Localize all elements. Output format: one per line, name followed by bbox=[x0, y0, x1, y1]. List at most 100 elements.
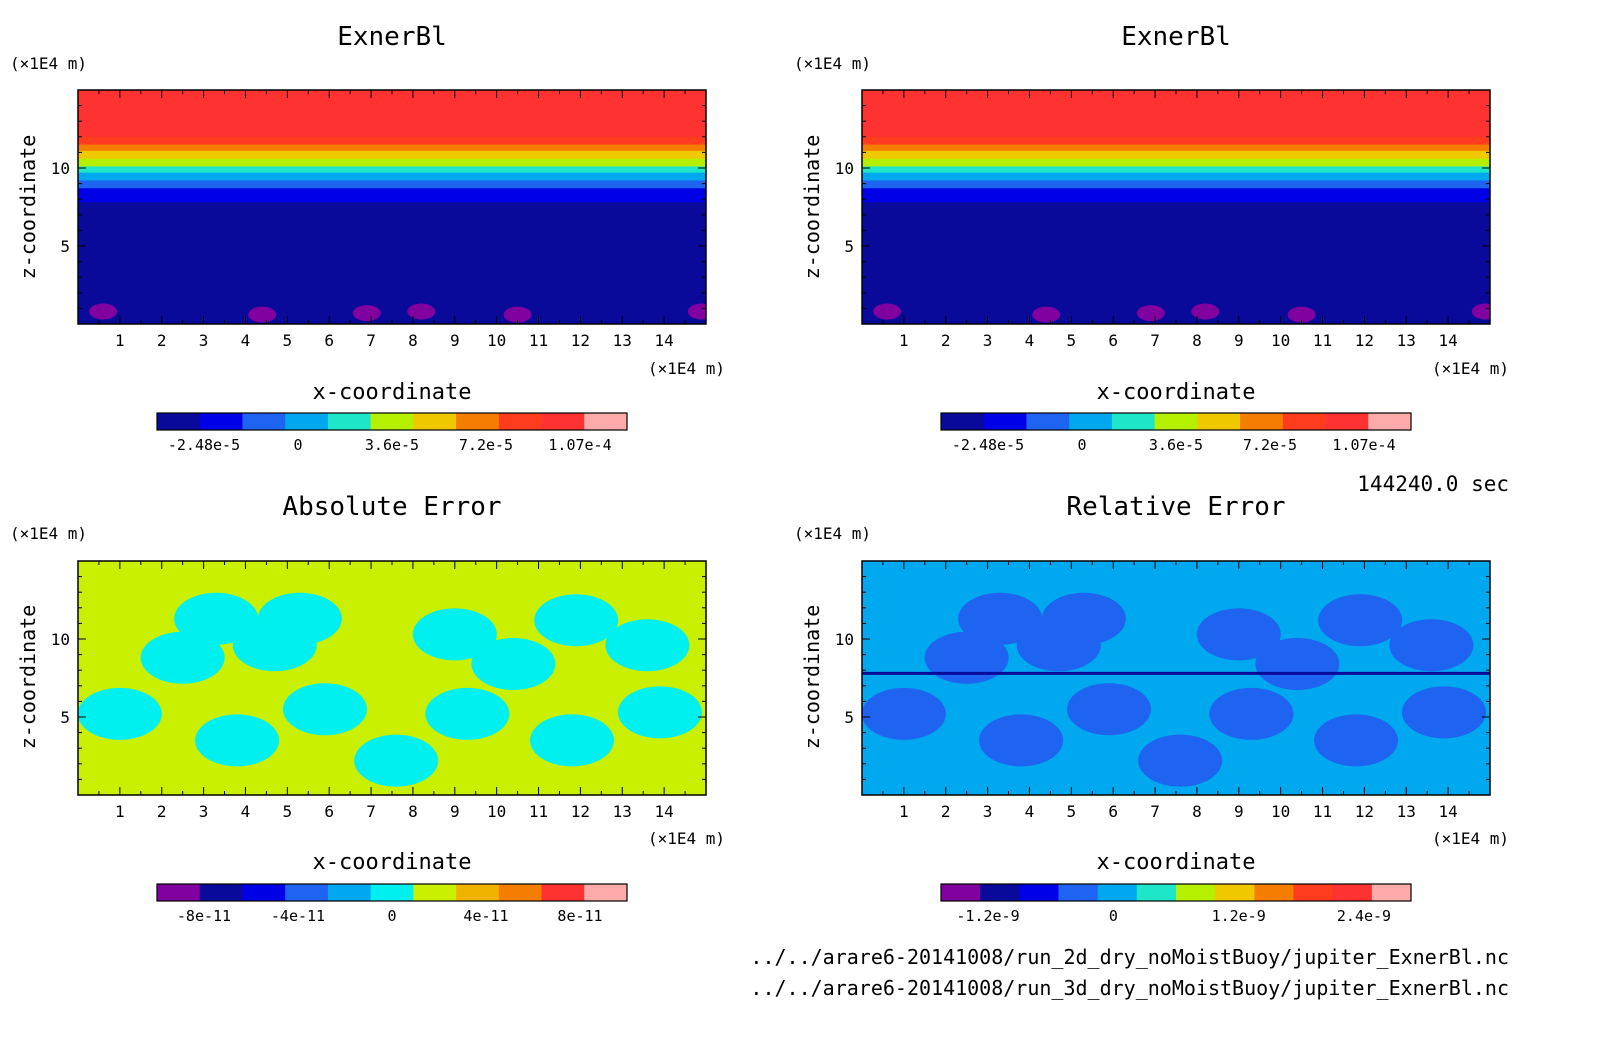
panel-3-title: Absolute Error bbox=[282, 492, 501, 522]
x-tick-label: 7 bbox=[1150, 331, 1160, 350]
colorbar-label: 2.4e-9 bbox=[1337, 907, 1391, 925]
colorbar-label: 0 bbox=[1109, 907, 1118, 925]
colorbar-frame bbox=[940, 412, 1412, 431]
colorbar-label: 8e-11 bbox=[557, 907, 602, 925]
x-tick-label: 12 bbox=[1355, 802, 1374, 821]
contour-region bbox=[862, 687, 946, 740]
colorbar-swatch bbox=[1371, 884, 1412, 901]
contour-region bbox=[352, 305, 381, 322]
panel-4-y-label: z-coordinate bbox=[800, 605, 824, 750]
panel-3-x-label: x-coordinate bbox=[313, 850, 472, 875]
panel-3: Absolute Error (×1E4 m) 1 2 3 4 5 6 7 8 9 10 11 12 1… bbox=[10, 492, 725, 925]
x-tick-label: 6 bbox=[324, 331, 334, 350]
colorbar-swatch bbox=[327, 413, 372, 430]
colorbar-swatch bbox=[941, 413, 985, 430]
contour-region bbox=[1191, 303, 1220, 320]
x-tick-label: 2 bbox=[157, 331, 167, 350]
panel-1-colorbar: -2.48e-5 0 3.6e-5 7.2e-5 1.07e-4 bbox=[156, 412, 628, 454]
colorbar-swatch bbox=[1154, 413, 1198, 430]
contour-region bbox=[1318, 594, 1403, 647]
colorbar-label: 1.07e-4 bbox=[1332, 436, 1395, 454]
x-tick-label: 2 bbox=[941, 802, 951, 821]
colorbar-label: 1.2e-9 bbox=[1212, 907, 1266, 925]
time-label: 144240.0 sec bbox=[1357, 472, 1509, 496]
contour-region bbox=[958, 592, 1043, 645]
colorbar-swatch bbox=[199, 413, 243, 430]
colorbar-swatch bbox=[1332, 884, 1373, 901]
colorbar-swatch bbox=[941, 884, 981, 901]
panel-2-title: ExnerBl bbox=[1121, 22, 1231, 52]
colorbar-label: 4e-11 bbox=[463, 907, 508, 925]
y-tick-label: 10 bbox=[835, 159, 854, 178]
colorbar-swatch bbox=[584, 884, 628, 901]
x-tick-label: 7 bbox=[366, 802, 376, 821]
y-tick-label: 5 bbox=[844, 237, 854, 256]
panel-1-title: ExnerBl bbox=[337, 22, 447, 52]
y-tick-label: 5 bbox=[844, 708, 854, 727]
y-tick-label: 10 bbox=[51, 159, 70, 178]
contour-region bbox=[534, 594, 619, 647]
x-tick-label: 9 bbox=[1234, 331, 1244, 350]
panel-1-x-label: x-coordinate bbox=[313, 380, 472, 405]
contour-region bbox=[1067, 683, 1152, 736]
colorbar-swatch bbox=[413, 884, 457, 901]
contour-region bbox=[195, 714, 280, 767]
panel-3-x-unit: (×1E4 m) bbox=[648, 829, 725, 848]
colorbar-swatch bbox=[1325, 413, 1369, 430]
contour-region bbox=[471, 637, 556, 690]
x-tick-label: 4 bbox=[241, 331, 251, 350]
contour-region bbox=[412, 608, 497, 661]
colorbar-swatch bbox=[541, 884, 585, 901]
x-tick-label: 4 bbox=[241, 802, 251, 821]
contour-region bbox=[78, 687, 162, 740]
x-tick-label: 5 bbox=[1067, 331, 1077, 350]
colorbar-swatch bbox=[157, 884, 201, 901]
contour-region bbox=[1401, 686, 1486, 739]
contour-region bbox=[354, 734, 439, 787]
x-tick-label: 9 bbox=[1234, 802, 1244, 821]
y-tick-label: 10 bbox=[51, 630, 70, 649]
y-tick-label: 10 bbox=[835, 630, 854, 649]
colorbar-label: -8e-11 bbox=[177, 907, 231, 925]
x-tick-label: 1 bbox=[899, 802, 909, 821]
colorbar-swatch bbox=[1197, 413, 1241, 430]
x-tick-label: 5 bbox=[283, 331, 293, 350]
colorbar-frame bbox=[940, 883, 1412, 902]
x-tick-label: 12 bbox=[571, 802, 590, 821]
colorbar-swatch bbox=[1254, 884, 1294, 901]
x-tick-label: 8 bbox=[408, 802, 418, 821]
colorbar-label: 0 bbox=[387, 907, 396, 925]
colorbar-swatch bbox=[1240, 413, 1284, 430]
x-tick-label: 6 bbox=[1108, 331, 1118, 350]
colorbar-swatch bbox=[413, 413, 457, 430]
contour-region bbox=[617, 686, 702, 739]
x-tick-label: 8 bbox=[1192, 331, 1202, 350]
colorbar-swatch bbox=[456, 413, 500, 430]
colorbar-swatch bbox=[327, 884, 372, 901]
x-tick-label: 14 bbox=[655, 802, 674, 821]
colorbar-swatch bbox=[498, 413, 543, 430]
colorbar-swatch bbox=[1058, 884, 1099, 901]
x-tick-label: 5 bbox=[1067, 802, 1077, 821]
colorbar-swatch bbox=[983, 413, 1027, 430]
panel-1-x-unit: (×1E4 m) bbox=[648, 359, 725, 378]
panel-3-y-label: z-coordinate bbox=[16, 605, 40, 750]
contour-field bbox=[78, 561, 706, 795]
contour-region bbox=[1032, 306, 1061, 323]
colorbar-swatch bbox=[370, 884, 414, 901]
x-tick-label: 2 bbox=[941, 331, 951, 350]
contour-region bbox=[687, 303, 706, 320]
colorbar-label: 3.6e-5 bbox=[1149, 436, 1203, 454]
panel-3-y-unit: (×1E4 m) bbox=[10, 524, 87, 543]
x-tick-label: 13 bbox=[1397, 331, 1416, 350]
colorbar-swatch bbox=[1176, 884, 1216, 901]
x-tick-label: 4 bbox=[1025, 331, 1035, 350]
colorbar-swatch bbox=[1026, 413, 1070, 430]
x-tick-label: 2 bbox=[157, 802, 167, 821]
contour-band bbox=[862, 202, 1490, 324]
x-tick-label: 3 bbox=[983, 802, 993, 821]
colorbar-swatch bbox=[1111, 413, 1156, 430]
colorbar-swatch bbox=[1019, 884, 1059, 901]
colorbar-swatch bbox=[1282, 413, 1327, 430]
